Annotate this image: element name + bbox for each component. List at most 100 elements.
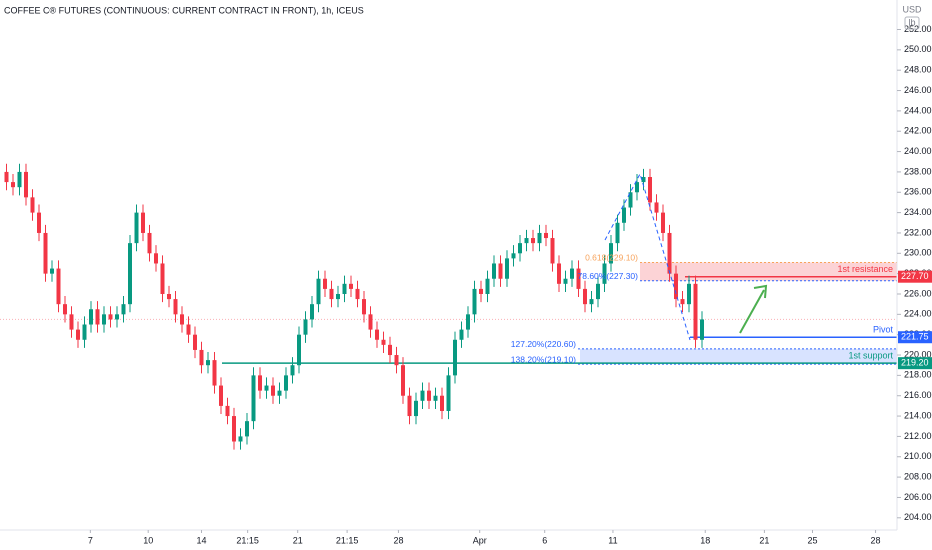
candle-body [147, 232, 152, 254]
y-tick-label: 220.00 [904, 349, 932, 359]
candle-body [420, 390, 425, 401]
candle-body [128, 243, 132, 305]
x-tick-label: 28 [393, 535, 403, 545]
candle-body [661, 212, 665, 233]
y-tick-label: 232.00 [904, 227, 932, 237]
candle-body [583, 288, 587, 305]
candle-body [225, 405, 230, 417]
candle-body [570, 268, 574, 279]
candle-body [557, 263, 561, 284]
candle-body [414, 400, 418, 417]
candle-body [427, 390, 431, 401]
candle-body [459, 329, 464, 340]
candle-body [349, 283, 353, 289]
candle-body [323, 278, 327, 289]
candle-body [232, 416, 236, 442]
candle-body [498, 263, 503, 279]
candle-body [17, 171, 22, 188]
candle-body [63, 304, 67, 315]
candle-body [511, 253, 516, 259]
candle-body [290, 365, 295, 376]
y-tick-label: 234.00 [904, 207, 932, 217]
candle-body [388, 344, 392, 356]
candle-body [596, 283, 600, 300]
candle-body [212, 360, 217, 386]
candle-body [199, 349, 204, 366]
candle-body [531, 238, 535, 244]
y-tick-label: 226.00 [904, 288, 932, 298]
fib-label: 127.20%(220.60) [511, 339, 576, 349]
price-tag [898, 357, 932, 370]
candle-body [115, 314, 119, 320]
candle-body [648, 177, 652, 203]
candle-body [258, 375, 262, 391]
x-tick-label: 7 [88, 535, 93, 545]
candle-body [505, 258, 509, 279]
candle-body [479, 288, 483, 294]
candle-body [485, 278, 490, 294]
price-tag-label: 221.75 [901, 332, 929, 342]
candle-body [329, 288, 334, 300]
y-tick-label: 236.00 [904, 187, 932, 197]
candle-body [381, 339, 386, 345]
fib-zone [580, 348, 897, 365]
unit: lb [908, 17, 915, 27]
candle-body [563, 278, 568, 284]
candle-body [297, 334, 301, 366]
candle-body [524, 238, 529, 244]
x-tick-label: 18 [700, 535, 710, 545]
price-tag-label: 227.70 [901, 271, 929, 281]
x-tick-label: 6 [542, 535, 547, 545]
candle-body [95, 309, 100, 325]
candle-body [245, 421, 249, 437]
candle-body [537, 232, 542, 244]
candle-body [674, 273, 678, 300]
candle-body [11, 182, 15, 188]
candle-body [277, 390, 282, 396]
overlay [604, 172, 768, 341]
candle-body [466, 314, 470, 330]
x-tick-label: Apr [473, 535, 487, 545]
y-tick-label: 238.00 [904, 166, 932, 176]
candle-body [76, 329, 80, 340]
fib-label: 78.60%(227.30) [578, 271, 639, 281]
level-name: 1st support [848, 351, 893, 361]
candle-body [401, 365, 405, 396]
y-tick-label: 210.00 [904, 451, 932, 461]
candle-body [609, 243, 613, 264]
candle-body [407, 395, 412, 417]
candle-body [108, 314, 113, 320]
price-tag-label: 219.20 [901, 358, 929, 368]
candle-body [102, 314, 106, 325]
y-tick-label: 216.00 [904, 390, 932, 400]
candle-body [687, 283, 691, 305]
unit-box [904, 16, 920, 30]
candle-body [69, 314, 74, 330]
price-tag [898, 270, 932, 283]
x-tick-label: 10 [143, 535, 153, 545]
candle-body [336, 293, 340, 300]
y-tick-label: 214.00 [904, 410, 932, 420]
candle-body [284, 375, 288, 391]
candle-body [628, 192, 633, 208]
x-tick-label: 28 [871, 535, 881, 545]
y-tick-label: 240.00 [904, 146, 932, 156]
currency: USD [902, 4, 922, 14]
candle-body [394, 355, 399, 366]
candle-body [180, 314, 184, 325]
candle-body [544, 232, 548, 239]
candle-body [589, 299, 594, 305]
candle-body [160, 263, 165, 294]
candle-body [446, 375, 451, 411]
candle-body [667, 232, 672, 274]
candle-body [251, 375, 256, 422]
candle-body [433, 395, 438, 401]
candle-body [43, 232, 48, 274]
x-tick-label: 14 [196, 535, 206, 545]
y-tick-label: 244.00 [904, 105, 932, 115]
candle-body [193, 334, 197, 350]
x-tick-label: 25 [807, 535, 817, 545]
candle-body [50, 268, 54, 274]
candle-body [238, 436, 243, 442]
